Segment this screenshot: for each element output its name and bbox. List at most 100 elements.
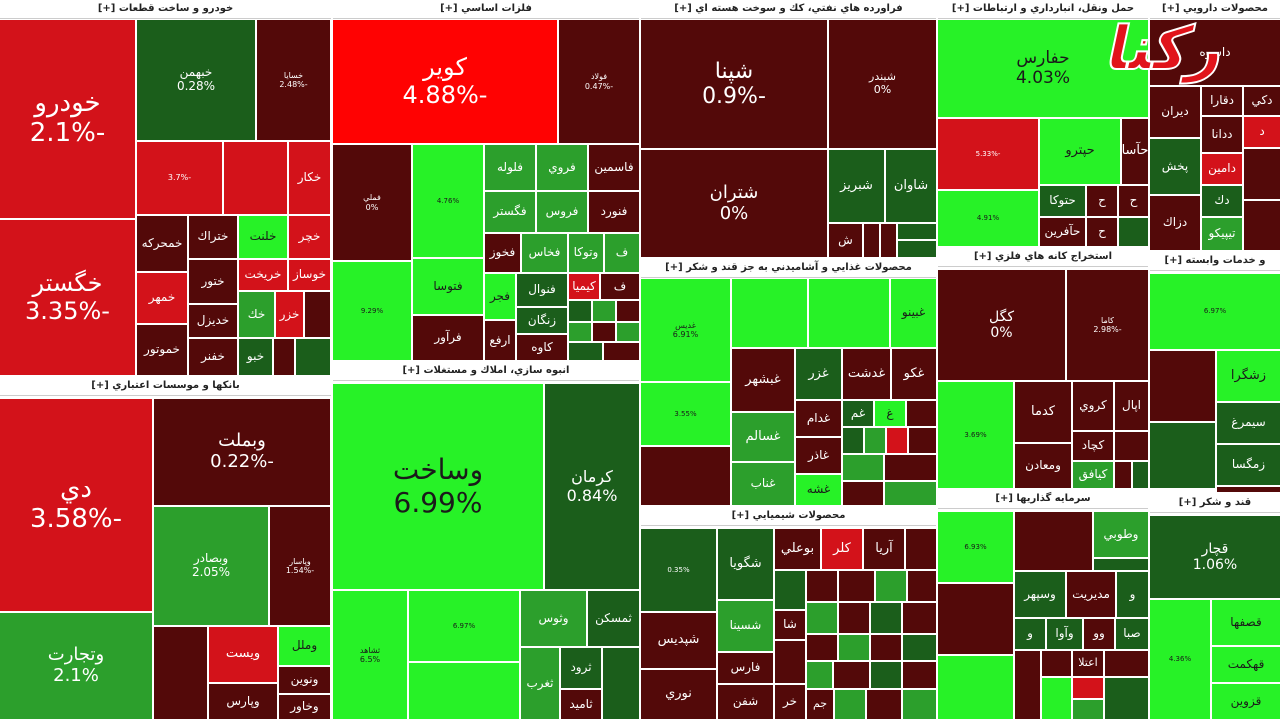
tile [1244,149,1280,199]
stock-name: غديس [675,320,696,330]
stock-tile: كدما [1015,382,1071,442]
stock-name: د [1259,124,1265,139]
stock-tile: ثشاهد 6.5% [333,591,407,719]
stock-name: فنوال [528,282,556,297]
sector-header[interactable]: انبوه سازي، املاك و مستغلات [+] [333,362,639,381]
stock-name: خوساز [292,267,327,282]
stock-tile: وتوكا [569,234,603,272]
stock-name: وپارس [226,693,260,708]
stock-name: كرمان [571,467,613,487]
stock-name: حآفرين [1044,224,1081,239]
sector-header[interactable]: بانكها و موسسات اعتباري [+] [0,377,331,396]
stock-name: حفارس [1016,47,1070,68]
stock-name: خسايا [283,70,304,80]
stock-name: ومعادن [1025,458,1061,473]
stock-tile: فگستر [485,192,535,232]
stock-name: داسوه [1199,44,1231,59]
stock-tile: ونوين [279,667,330,693]
stock-name: خلنت [249,229,277,244]
stock-tile: كيافق [1073,462,1113,488]
tile [274,339,294,375]
stock-name: و [1027,626,1033,641]
stock-tile: اپال [1115,382,1148,430]
tile [305,292,330,337]
stock-tile: صبا [1116,619,1148,649]
sector-header[interactable]: استخراج كانه هاي فلزي [+] [938,248,1148,267]
stock-tile: فخاس [522,234,567,272]
stock-name: ثرود [570,660,592,675]
stock-tile: فخوز [485,234,520,272]
tile [843,455,883,480]
stock-tile: ح [1087,186,1117,216]
stock-tile: كلر [822,529,862,569]
stock-tile: غدام [796,401,841,436]
tile [569,343,602,360]
stock-tile: خوساز [289,260,330,290]
sector-header[interactable]: قند و شكر [+] [1150,494,1280,513]
tile [1150,423,1215,488]
sector-header[interactable]: فلزات اساسي [+] [333,0,639,19]
stock-tile: وپارس [209,684,277,719]
stock-tile: حتوكا [1040,186,1085,216]
sector-header[interactable]: محصولات دارويي [+] [1150,0,1280,19]
stock-name: شتران [709,181,759,203]
stock-name: ثشاهد [359,645,381,655]
stock-tile: ح [1087,218,1117,246]
stock-tile: وطوبي [1094,512,1148,557]
tile [775,571,805,609]
tile [1073,678,1103,698]
stock-tile: خريخت [239,260,287,290]
stock-change: 4.03% [1015,67,1070,88]
stock-name: فنورد [600,204,628,219]
sector-header[interactable]: سرمايه گذاريها [+] [938,490,1148,509]
stock-tile: خودرو -2.1% [0,20,135,218]
tile [839,635,869,660]
stock-tile: خچر [289,216,330,258]
tile [603,648,639,719]
stock-change: -3.35% [25,296,110,325]
stock-tile: وسپهر [1015,572,1065,617]
stock-name: كروي [1079,398,1107,413]
tile [843,428,863,453]
stock-name: خزر [279,306,300,321]
stock-name: شفن [732,694,759,709]
stock-name: دامين [1208,161,1236,176]
sector-header[interactable]: حمل ونقل، انبارداري و ارتباطات [+] [938,0,1148,19]
sector-header[interactable]: محصولات شيميايي [+] [641,507,936,526]
stock-tile: خموتور [137,325,187,375]
stock-change: 4.36% [1168,655,1192,664]
stock-name: حتوكا [1049,193,1076,208]
tile [1150,351,1215,421]
stock-name: ديران [1161,104,1189,119]
stock-name: فرآور [434,330,462,345]
stock-tile: غدشت [843,349,890,399]
stock-tile: وبصادر 2.05% [154,507,268,625]
stock-tile: خبهمن 0.28% [137,20,255,140]
sector-header[interactable]: محصولات غذايي و آشاميدني به جز قند و شكر… [641,259,936,278]
stock-change: -3.58% [30,504,122,534]
stock-name: غشه [806,482,831,497]
sector-header[interactable]: خودرو و ساخت قطعات [+] [0,0,331,19]
stock-tile: 4.91% [938,191,1038,246]
stock-tile: 6.93% [938,512,1013,582]
stock-name: دقارا [1210,93,1234,108]
stock-name: ف [615,245,629,260]
stock-tile: حفارس 4.03% [938,20,1148,117]
tile [843,482,883,505]
sector-header[interactable]: و خدمات وابسته [+] [1150,252,1280,271]
stock-name: نوري [665,686,692,702]
sector-header[interactable]: فراورده هاي نفتي، كك و سوخت هسته اي [+] [641,0,936,19]
stock-name: آريا [875,540,893,556]
stock-tile: غديس 6.91% [641,279,730,381]
tile [154,627,207,719]
stock-change: 4.91% [976,214,1000,223]
stock-name: خكار [297,170,322,185]
stock-name: وو [1093,626,1105,641]
stock-name: ش [838,232,853,247]
stock-name: وثوس [538,610,569,625]
tile [906,529,936,569]
stock-tile: 9.29% [333,262,411,360]
tile [569,301,591,321]
stock-tile: و [1015,619,1045,649]
stock-name: ارفع [489,332,511,347]
